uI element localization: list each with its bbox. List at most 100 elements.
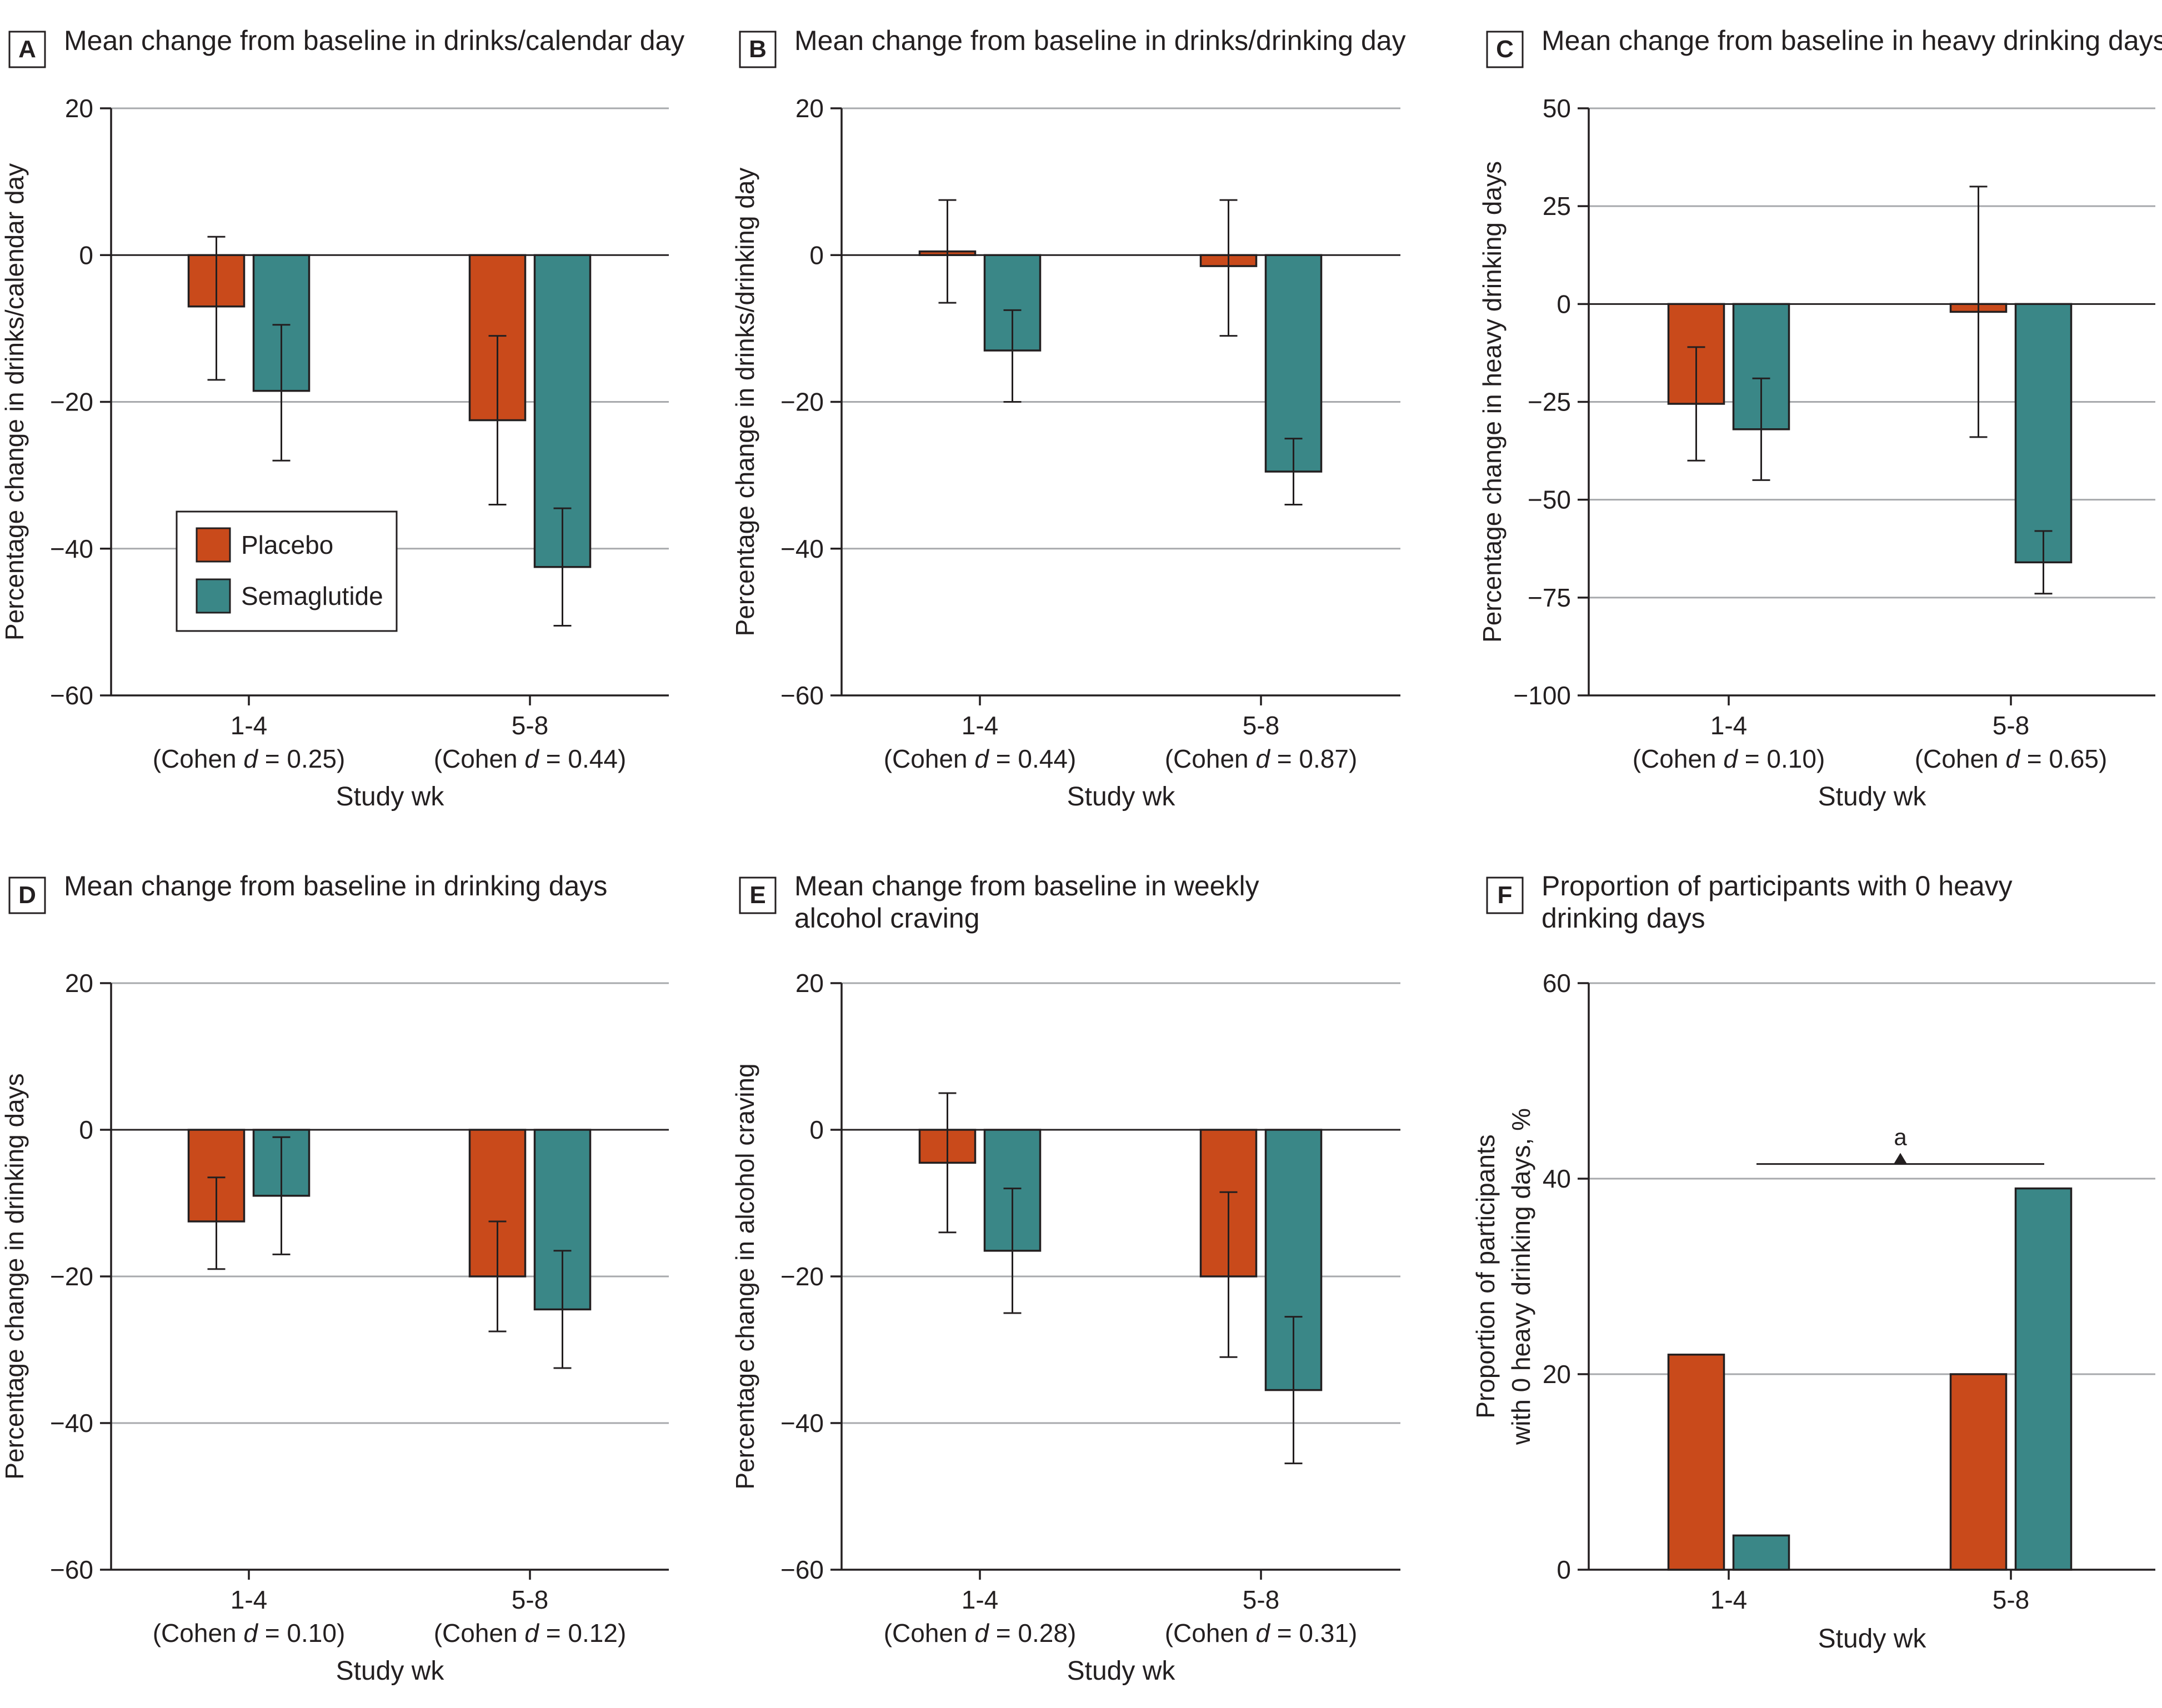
legend: Placebo Semaglutide [176,510,398,632]
y-axis-label: Percentage change in drinking days [0,1073,29,1479]
y-tick-label: 20 [65,969,93,998]
chart-title: Mean change from baseline in heavy drink… [1542,25,2162,56]
y-tick-label: 0 [809,241,824,269]
cohen-d-label: (Cohen d = 0.87) [1165,744,1358,773]
panel-a: A Mean change from baseline in drinks/cal… [0,25,684,812]
panel-letter: C [1496,36,1514,63]
bar-semaglutide-5-8 [1264,1129,1323,1391]
panel-e: E Mean change from baseline in weeklyalco… [730,870,1400,1686]
chart-title: Mean change from baseline in drinks/drin… [794,25,1406,56]
panel-badge [739,31,777,68]
y-tick-label: 0 [79,1115,93,1144]
y-tick-label: −40 [50,534,93,563]
x-tick-label: 1-4 [1710,1585,1747,1614]
cohen-d-label: (Cohen d = 0.44) [884,744,1077,773]
x-tick-label: 5-8 [512,1585,548,1614]
cohen-d-label: (Cohen d = 0.12) [434,1619,627,1647]
y-tick-label: −20 [780,1262,824,1291]
legend-swatch-semaglutide [196,578,231,614]
panel-d: D Mean change from baseline in drinking d… [0,870,669,1686]
y-tick-label: 50 [1543,94,1571,123]
x-axis-title: Study wk [1067,1656,1176,1686]
panel-badge [8,876,46,914]
cohen-d-label: (Cohen d = 0.28) [884,1619,1077,1647]
bar-semaglutide-5-8 [2014,303,2073,564]
panel-letter: A [18,36,36,63]
chart-title: alcohol craving [794,903,980,934]
x-tick-label: 1-4 [962,711,998,740]
panel-badge [1486,31,1524,68]
x-tick-label: 5-8 [1243,711,1279,740]
y-tick-label: 25 [1543,192,1571,221]
y-tick-label: 40 [1543,1164,1571,1193]
cohen-d-label: (Cohen d = 0.65) [1915,744,2108,773]
y-axis-label: Percentage change in drinks/calendar day [0,163,29,640]
bar-placebo-5-8 [1949,1373,2008,1571]
x-tick-label: 1-4 [1710,711,1747,740]
y-axis-label: Percentage change in heavy drinking days [1478,161,1507,643]
cohen-d-label: (Cohen d = 0.10) [1633,744,1825,773]
x-tick-label: 1-4 [231,1585,267,1614]
y-tick-label: 0 [79,241,93,269]
y-axis-label: with 0 heavy drinking days, % [1507,1108,1535,1445]
y-tick-label: 20 [795,94,824,123]
y-tick-label: −40 [780,1409,824,1437]
cohen-d-label: (Cohen d = 0.44) [434,744,627,773]
bar-semaglutide-1-4 [1732,303,1790,430]
bar-placebo-1-4 [1667,1354,1725,1571]
bar-semaglutide-5-8 [2014,1187,2073,1571]
x-axis-title: Study wk [1067,782,1176,812]
y-tick-label: 20 [1543,1360,1571,1389]
panel-letter: E [749,881,765,909]
y-tick-label: 0 [1557,1555,1571,1584]
legend-label-semaglutide: Semaglutide [241,582,383,610]
cohen-d-label: (Cohen d = 0.10) [153,1619,346,1647]
panel-letter: D [18,881,36,909]
x-axis-title: Study wk [1818,782,1927,812]
bar-semaglutide-1-4 [1732,1534,1790,1571]
x-axis-title: Study wk [336,1656,445,1686]
y-axis-label: Percentage change in drinks/drinking day [730,168,759,637]
x-axis-title: Study wk [1818,1624,1927,1654]
cohen-d-label: (Cohen d = 0.31) [1165,1619,1358,1647]
panel-letter: F [1498,881,1513,909]
y-tick-label: 20 [65,94,93,123]
y-tick-label: −20 [50,388,93,417]
panel-badge [739,876,777,914]
x-tick-label: 5-8 [512,711,548,740]
x-tick-label: 5-8 [1993,711,2029,740]
x-tick-label: 1-4 [962,1585,998,1614]
chart-title: Mean change from baseline in drinks/cale… [64,25,684,56]
y-tick-label: −60 [50,1555,93,1584]
legend-swatch-placebo [196,527,231,563]
significance-marker [1894,1153,1907,1164]
y-tick-label: 60 [1543,969,1571,998]
x-tick-label: 1-4 [231,711,267,740]
panel-badge [1486,876,1524,914]
x-tick-label: 5-8 [1993,1585,2029,1614]
y-tick-label: −40 [50,1409,93,1437]
panel-letter: B [749,36,767,63]
chart-title: Proportion of participants with 0 heavy [1542,870,2013,901]
y-tick-label: 0 [1557,289,1571,318]
y-tick-label: −100 [1513,681,1571,710]
chart-title: drinking days [1542,903,1705,934]
x-tick-label: 5-8 [1243,1585,1279,1614]
y-axis-label: Percentage change in alcohol craving [730,1063,759,1489]
x-axis-title: Study wk [336,782,445,812]
y-tick-label: −60 [780,681,824,710]
y-tick-label: −40 [780,534,824,563]
y-tick-label: −20 [50,1262,93,1291]
y-tick-label: −60 [50,681,93,710]
cohen-d-label: (Cohen d = 0.25) [153,744,346,773]
y-tick-label: −25 [1528,388,1571,417]
chart-title: Mean change from baseline in drinking da… [64,870,607,901]
chart-title: Mean change from baseline in weekly [794,870,1259,901]
y-tick-label: −75 [1528,583,1571,612]
y-tick-label: 0 [809,1115,824,1144]
y-tick-label: −60 [780,1555,824,1584]
panel-c: C Mean change from baseline in heavy drin… [1478,25,2162,812]
legend-label-placebo: Placebo [241,530,333,559]
y-axis-label: Proportion of participants [1471,1134,1500,1418]
